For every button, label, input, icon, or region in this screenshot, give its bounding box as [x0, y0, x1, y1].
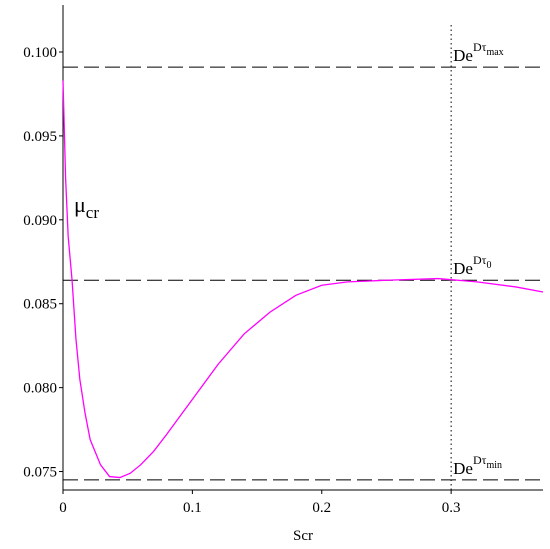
h-reference-label: DeDτmax [453, 40, 504, 65]
label-sup: Dτ [473, 253, 487, 267]
h-reference-label: DeDτ0 [453, 253, 491, 278]
curve [62, 80, 544, 479]
curve-label: μcr [74, 192, 99, 222]
y-tick-label: 0.075 [23, 465, 57, 481]
x-tick-label: 0.1 [183, 500, 202, 516]
y-tick-label: 0.080 [23, 381, 57, 397]
x-axis-label: Scr [293, 528, 313, 544]
label-sub: cr [86, 203, 100, 222]
x-tick-label: 0 [59, 500, 67, 516]
label-base: De [453, 259, 473, 278]
y-tick-label: 0.100 [23, 45, 57, 61]
y-tick-label: 0.095 [23, 129, 57, 145]
y-tick-label: 0.090 [23, 213, 57, 229]
x-tick-label: 0.3 [442, 500, 461, 516]
label-sub: 0 [486, 260, 491, 271]
label-sup: Dτ [473, 40, 487, 54]
label-base: De [453, 46, 473, 65]
label-base: μ [74, 192, 86, 217]
x-tick-label: 0.2 [312, 500, 331, 516]
label-sup: Dτ [473, 453, 487, 467]
label-sub: max [486, 47, 503, 58]
label-sub: min [486, 460, 502, 471]
y-tick-label: 0.085 [23, 297, 57, 313]
h-reference-label: DeDτmin [453, 453, 502, 478]
label-base: De [453, 459, 473, 478]
